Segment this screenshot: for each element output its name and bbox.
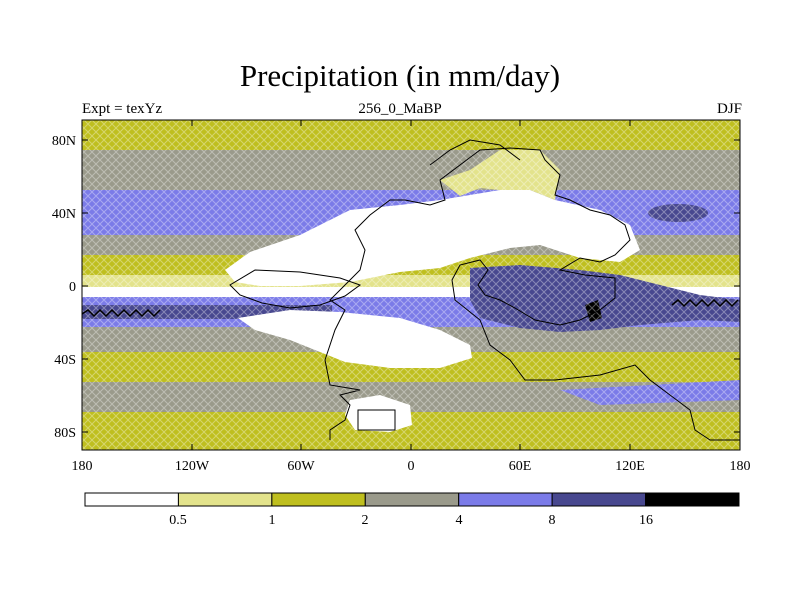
colorbar-swatch bbox=[645, 492, 740, 507]
lon-label: 120W bbox=[175, 459, 210, 474]
colorbar-swatch bbox=[84, 492, 179, 507]
colorbar-label: 2 bbox=[362, 513, 369, 528]
colorbar-swatch bbox=[364, 492, 460, 507]
lon-label: 120E bbox=[615, 459, 645, 474]
colorbar-label: 16 bbox=[639, 513, 653, 528]
colorbar-swatch bbox=[271, 492, 366, 507]
lat-label: 40S bbox=[54, 353, 76, 368]
coastline-island bbox=[357, 409, 396, 431]
colorbar: 0.5 1 2 4 8 16 bbox=[84, 492, 740, 528]
colorbar-label: 8 bbox=[549, 513, 556, 528]
lon-label: 180 bbox=[72, 459, 93, 474]
lat-label: 40N bbox=[52, 207, 76, 222]
colorbar-label: 4 bbox=[456, 513, 463, 528]
colorbar-swatch bbox=[458, 492, 553, 507]
zigzag-line-west bbox=[81, 308, 161, 318]
coastline-north bbox=[429, 139, 521, 166]
lat-label: 80N bbox=[52, 134, 76, 149]
plot-title: Precipitation (in mm/day) bbox=[239, 58, 561, 93]
lat-axis: 80N 40N 0 40S 80S bbox=[52, 134, 740, 441]
map-field bbox=[82, 120, 740, 450]
lon-label: 0 bbox=[408, 459, 415, 474]
lon-label: 60E bbox=[509, 459, 532, 474]
lat-label: 80S bbox=[54, 426, 76, 441]
lon-label: 180 bbox=[730, 459, 751, 474]
experiment-label: Expt = texYz bbox=[82, 101, 163, 117]
colorbar-label: 0.5 bbox=[169, 513, 187, 528]
colorbar-swatch bbox=[551, 492, 647, 507]
coastline-inner bbox=[229, 269, 362, 309]
coastline bbox=[324, 147, 740, 441]
colorbar-frame bbox=[84, 492, 740, 507]
lon-axis: 180 120W 60W 0 60E 120E 180 bbox=[72, 120, 751, 474]
colorbar-label: 1 bbox=[269, 513, 276, 528]
colorbar-swatch bbox=[177, 492, 273, 507]
season-label: DJF bbox=[716, 101, 742, 117]
lat-label: 0 bbox=[69, 280, 76, 295]
time-label: 256_0_MaBP bbox=[358, 101, 442, 117]
lon-label: 60W bbox=[287, 459, 315, 474]
zigzag-line-east bbox=[671, 298, 739, 308]
